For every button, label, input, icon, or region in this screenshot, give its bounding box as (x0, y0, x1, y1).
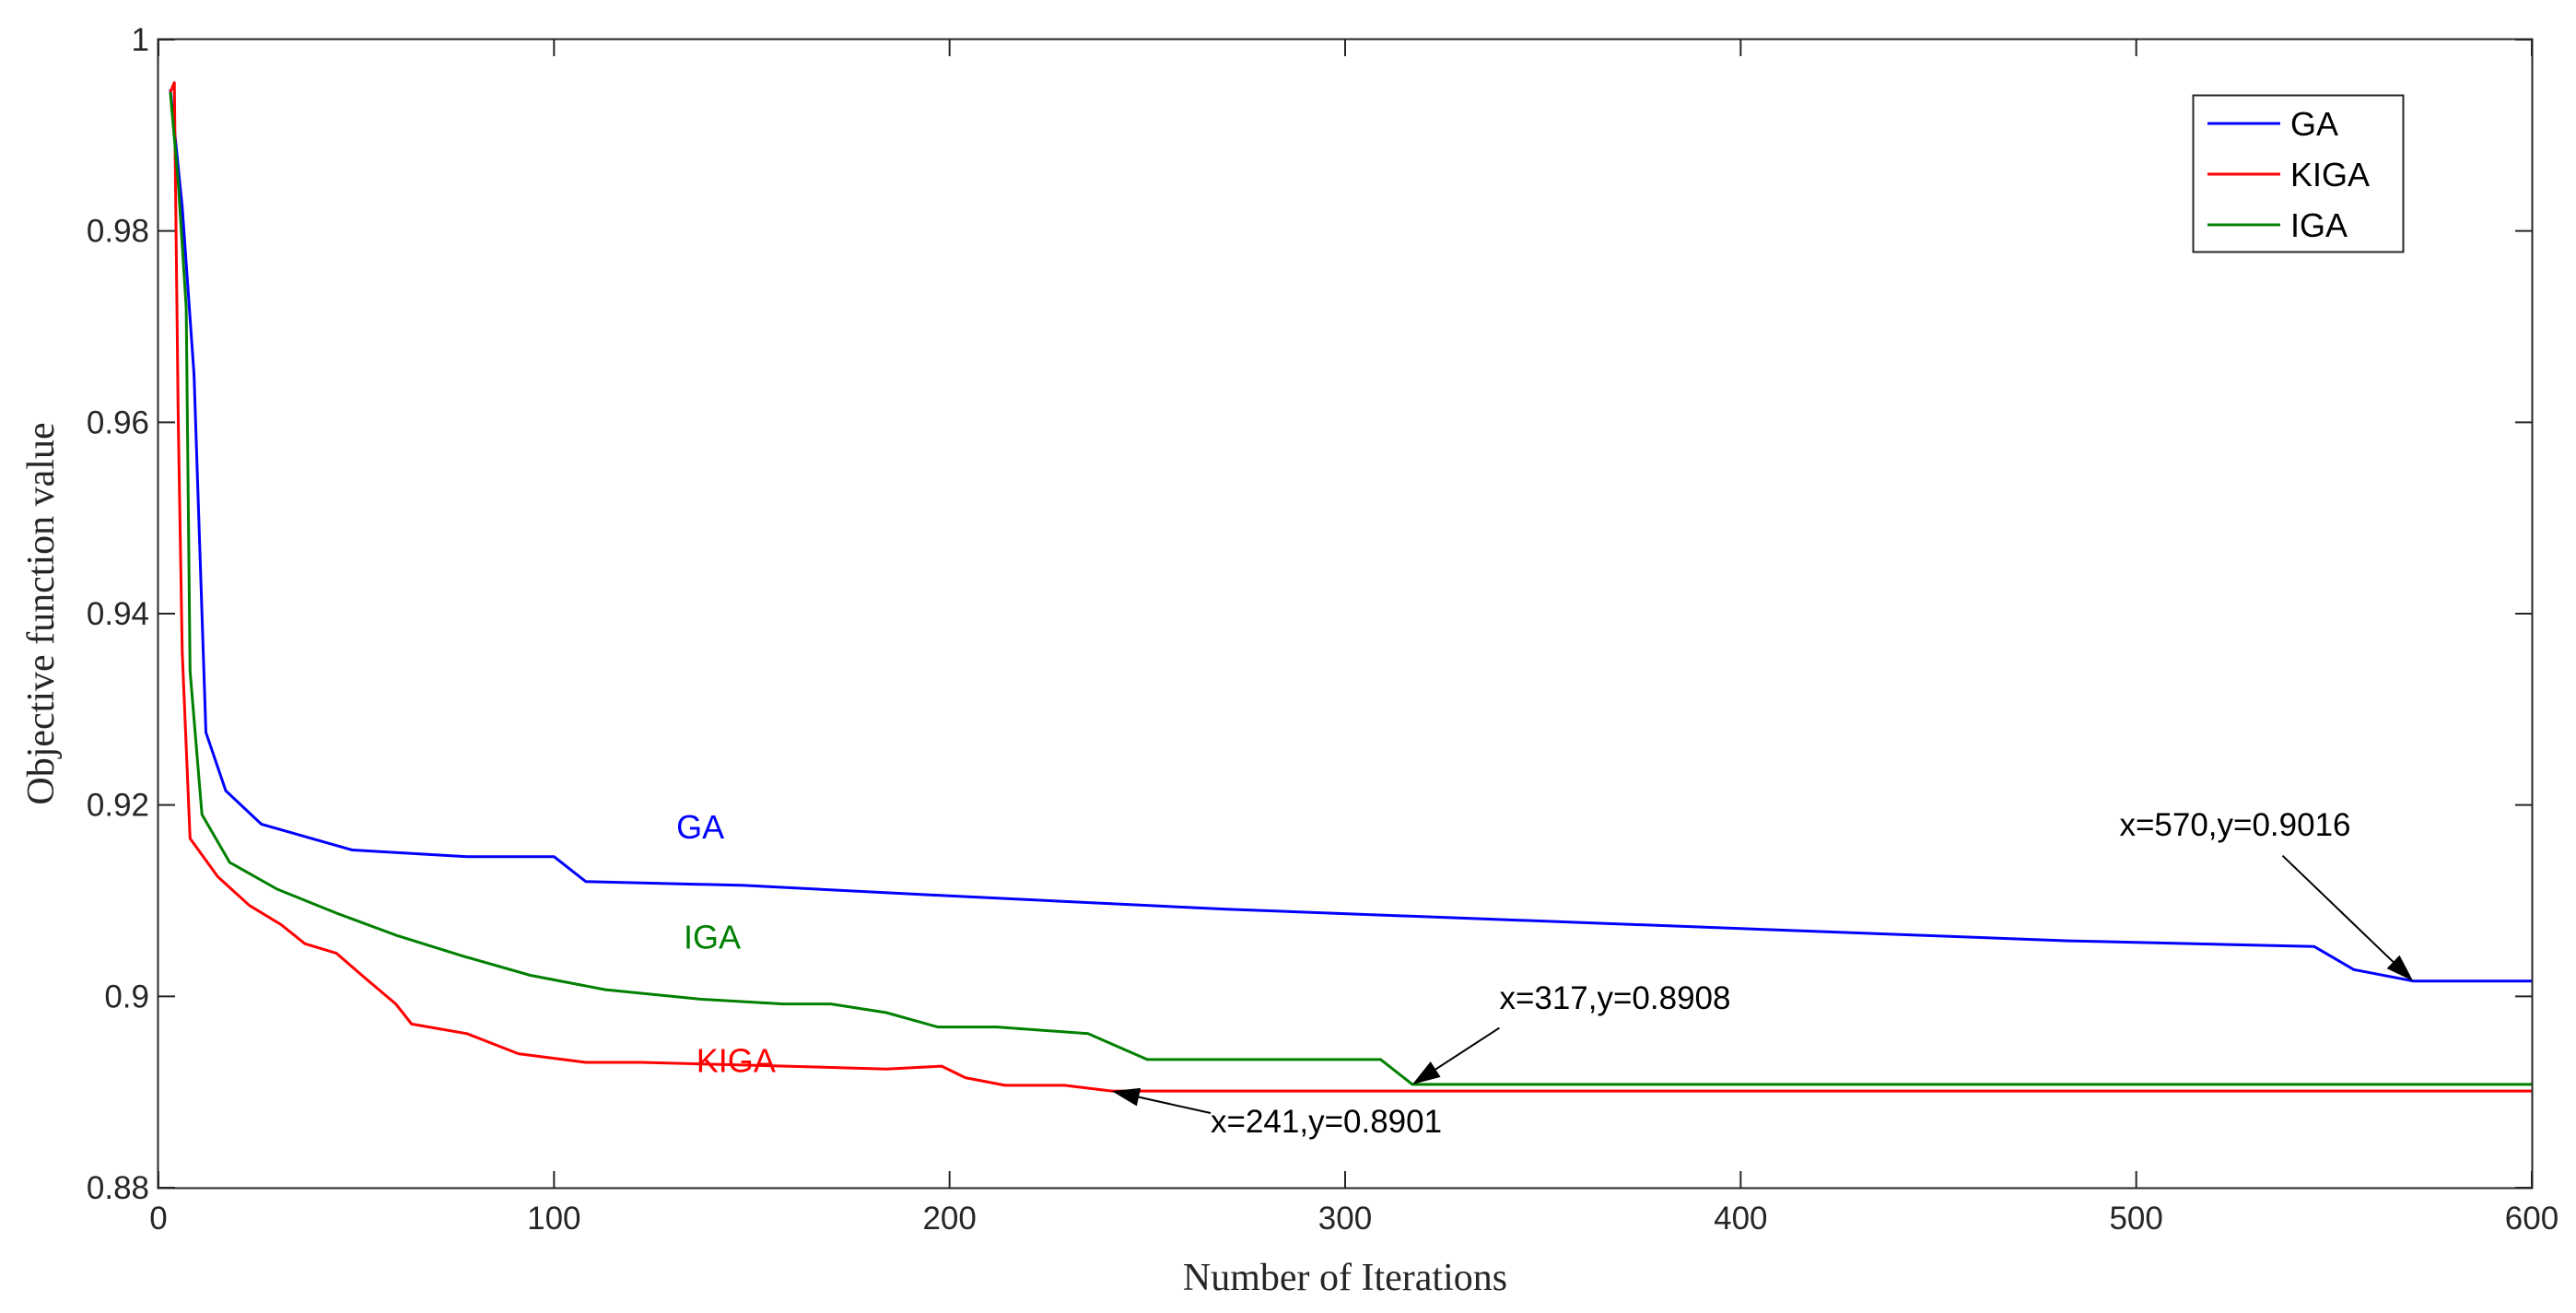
series-inline-label-kiga: KIGA (697, 1041, 776, 1079)
y-tick-label: 0.88 (87, 1170, 149, 1206)
y-tick-label: 0.98 (87, 214, 149, 250)
legend-label-iga: IGA (2290, 206, 2348, 244)
y-tick-label: 0.92 (87, 788, 149, 824)
ticks-layer: 0 100 200 300 400 500 600 0.88 0.9 0.92 0.94 0.96 0.… (87, 22, 2558, 1237)
legend: GA KIGA IGA (2192, 94, 2405, 253)
annotation-label: x=241,y=0.8901 (1211, 1104, 1442, 1140)
annotation-arrow-shaft (2281, 854, 2395, 963)
series-line-ga (169, 88, 2532, 983)
series-layer (169, 81, 2532, 1093)
series-inline-label-ga: GA (676, 808, 724, 846)
x-tick-label: 300 (1318, 1201, 1372, 1237)
plot-area-frame (157, 38, 2534, 1190)
legend-label-kiga: KIGA (2290, 156, 2370, 193)
x-tick-label: 200 (922, 1201, 976, 1237)
x-tick-label: 600 (2505, 1201, 2558, 1237)
annotation-arrow-head (1111, 1087, 1142, 1107)
series-line-iga (169, 91, 2532, 1086)
x-tick-label: 0 (149, 1201, 167, 1237)
annotation-arrow-head (1411, 1061, 1441, 1084)
series-inline-label-iga: IGA (684, 918, 741, 955)
y-tick-label: 0.9 (104, 979, 149, 1014)
x-tick-label: 500 (2109, 1201, 2162, 1237)
legend-label-ga: GA (2290, 105, 2338, 143)
series-labels-layer: GA IGA KIGA (676, 808, 776, 1079)
x-tick-label: 400 (1714, 1201, 1767, 1237)
y-tick-label: 1 (132, 22, 149, 58)
annotation-label: x=570,y=0.9016 (2119, 807, 2350, 843)
annotation-arrow-shaft (1434, 1026, 1500, 1071)
annotations-layer: x=570,y=0.9016 x=317,y=0.8908 x=241,y=0.89… (1111, 807, 2414, 1140)
x-tick-label: 100 (527, 1201, 580, 1237)
annotation-label: x=317,y=0.8908 (1499, 980, 1730, 1016)
annotation-arrow-shaft (1138, 1096, 1212, 1114)
series-line-kiga (169, 81, 2532, 1093)
y-axis-title: Objective function value (20, 422, 63, 804)
x-axis-title: Number of Iterations (1183, 1257, 1507, 1299)
y-tick-label: 0.96 (87, 404, 149, 440)
y-tick-label: 0.94 (87, 596, 149, 632)
annotation-arrow-head (2386, 955, 2414, 981)
